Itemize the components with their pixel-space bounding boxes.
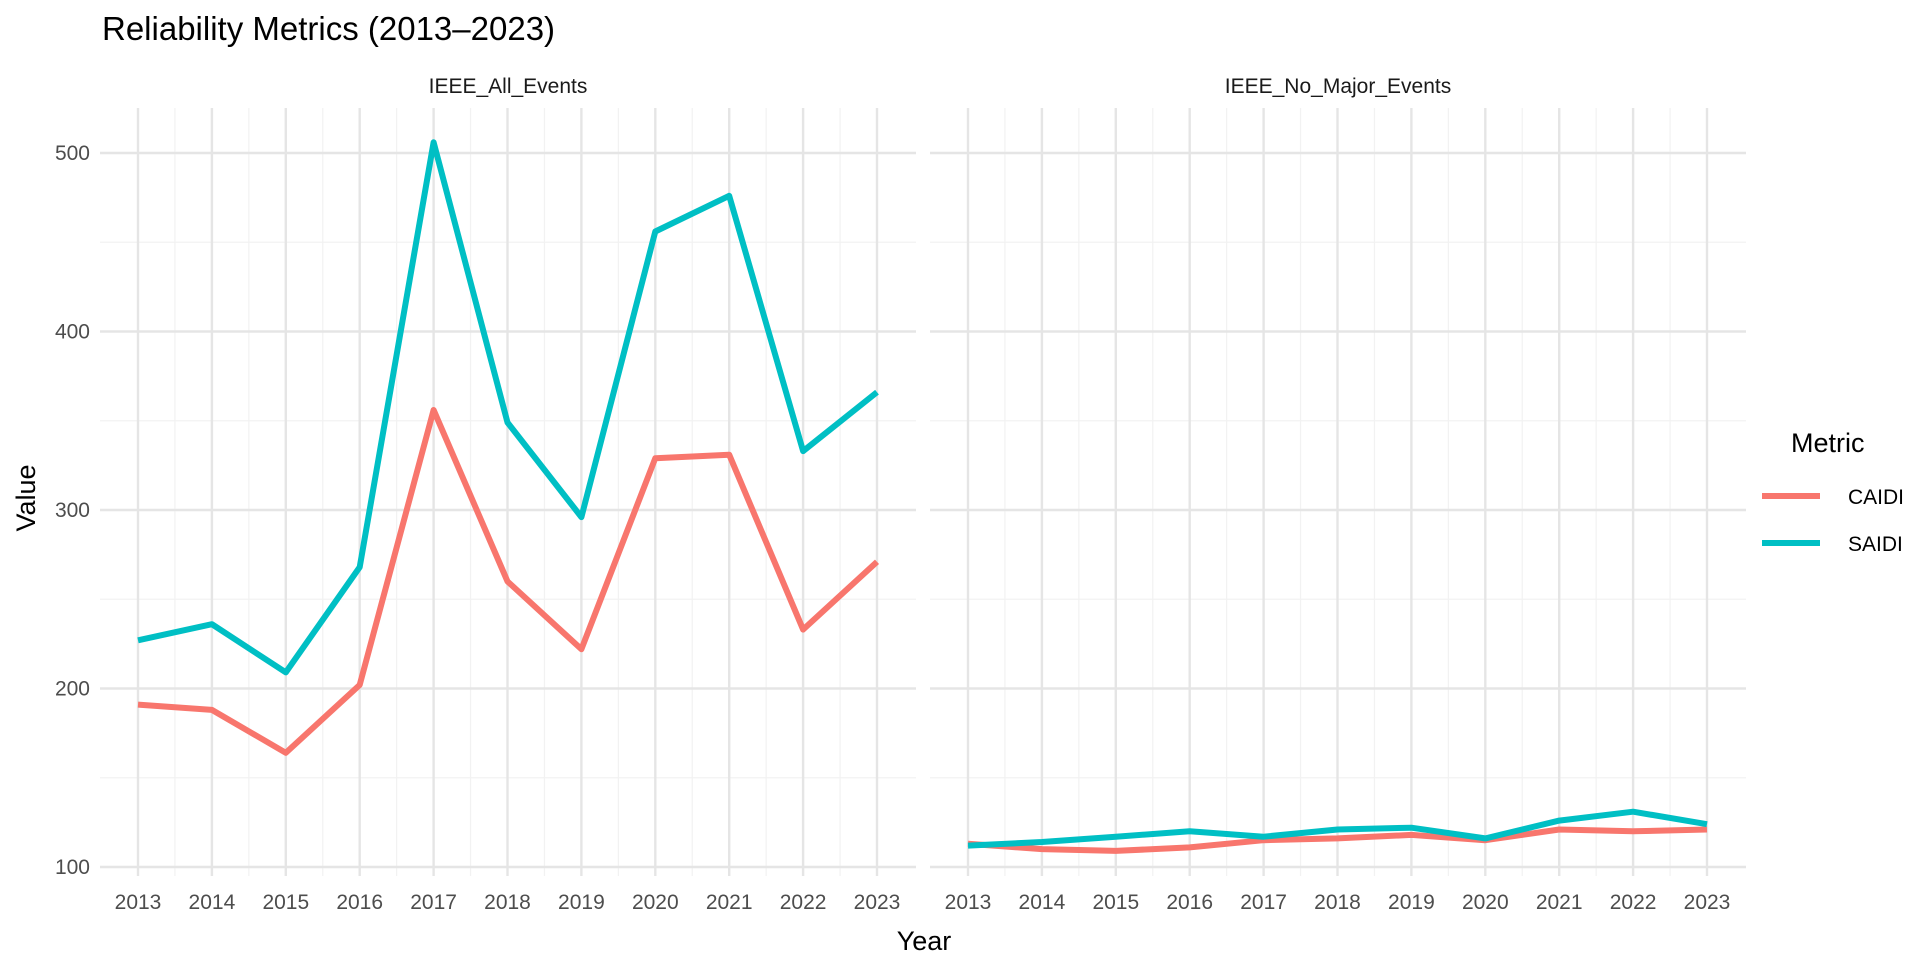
y-tick-label: 300	[55, 499, 90, 522]
panels-group: IEEE_All_Events 2013 2014 2015 2016 2017 2018 2…	[55, 75, 1746, 914]
chart-title: Reliability Metrics (2013–2023)	[102, 10, 555, 47]
series-line-SAIDI	[967, 808, 1708, 849]
x-tick-label: 2020	[1462, 891, 1509, 914]
panel-IEEE_No_Major_Events: IEEE_No_Major_Events 2013 2014 2015 2016 2017…	[930, 75, 1746, 914]
x-tick-label: 2023	[1684, 891, 1731, 914]
y-tick-label: 400	[55, 321, 90, 344]
y-tick-label: 500	[55, 142, 90, 165]
x-tick-label: 2014	[1019, 891, 1066, 914]
x-tick-label: 2017	[410, 891, 457, 914]
x-tick-label: 2019	[558, 891, 605, 914]
x-tick-label: 2013	[115, 891, 162, 914]
x-tick-label: 2018	[1314, 891, 1361, 914]
series-line-CAIDI	[967, 826, 1708, 854]
x-tick-label: 2021	[706, 891, 753, 914]
y-axis-title: Value	[11, 464, 41, 531]
x-tick-label: 2014	[189, 891, 236, 914]
x-tick-label: 2015	[262, 891, 309, 914]
legend-label-SAIDI: SAIDI	[1848, 533, 1903, 556]
x-tick-label: 2017	[1240, 891, 1287, 914]
x-tick-label: 2022	[780, 891, 827, 914]
series-line-CAIDI	[137, 407, 880, 756]
x-tick-label: 2023	[854, 891, 901, 914]
x-tick-label: 2019	[1388, 891, 1435, 914]
x-axis-title: Year	[897, 926, 952, 956]
x-tick-label: 2020	[632, 891, 679, 914]
legend: Metric CAIDI SAIDI	[1762, 428, 1904, 556]
legend-label-CAIDI: CAIDI	[1848, 486, 1904, 509]
panel-strip-label: IEEE_All_Events	[429, 75, 588, 98]
x-tick-label: 2013	[945, 891, 992, 914]
x-tick-label: 2021	[1536, 891, 1583, 914]
legend-title: Metric	[1791, 428, 1865, 458]
panel-IEEE_All_Events: IEEE_All_Events 2013 2014 2015 2016 2017 2018 2…	[55, 75, 916, 914]
x-tick-label: 2022	[1610, 891, 1657, 914]
y-tick-label: 200	[55, 678, 90, 701]
x-tick-label: 2016	[336, 891, 383, 914]
x-tick-label: 2015	[1092, 891, 1139, 914]
x-tick-label: 2018	[484, 891, 531, 914]
y-tick-label: 100	[55, 856, 90, 879]
series-line-SAIDI	[137, 139, 879, 676]
panel-strip-label: IEEE_No_Major_Events	[1225, 75, 1451, 98]
x-tick-label: 2016	[1166, 891, 1213, 914]
